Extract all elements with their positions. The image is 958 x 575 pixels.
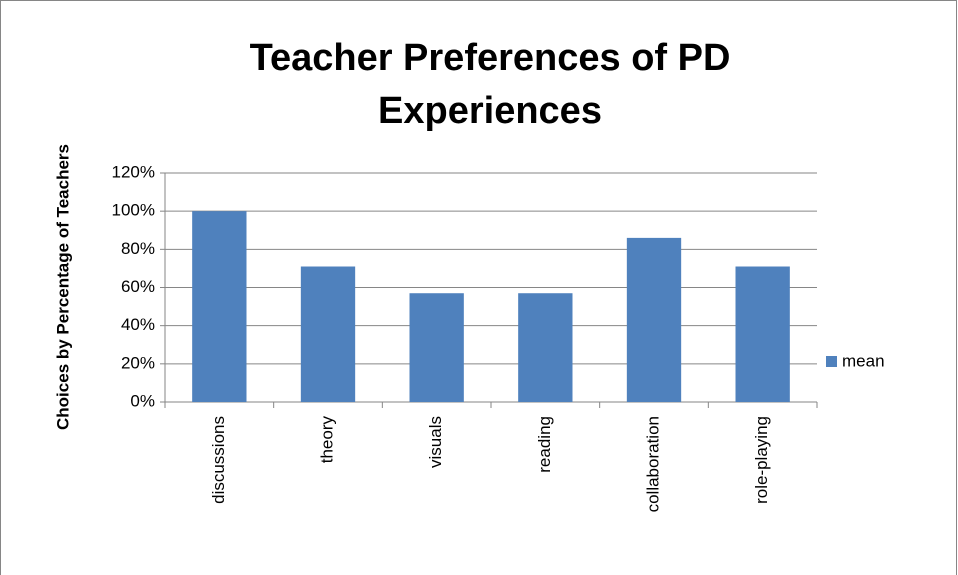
legend-swatch	[826, 356, 837, 367]
x-tick-label: collaboration	[643, 416, 662, 512]
y-tick-label: 60%	[121, 277, 155, 296]
bar	[300, 266, 356, 402]
x-tick-label: theory	[317, 416, 336, 464]
y-axis-label: Choices by Percentage of Teachers	[53, 144, 72, 430]
x-tick-label: role-playing	[752, 416, 771, 504]
bar	[409, 293, 464, 402]
legend-label: mean	[842, 351, 885, 370]
y-tick-label: 100%	[112, 201, 155, 220]
chart-title: Teacher Preferences of PD Experiences	[249, 37, 731, 132]
y-tick-label: 0%	[130, 391, 155, 410]
x-tick-label: discussions	[209, 416, 228, 504]
y-tick-label: 120%	[112, 162, 155, 181]
y-tick-label: 20%	[121, 353, 155, 372]
bar	[626, 237, 682, 402]
bar	[192, 211, 247, 402]
x-tick-label: visuals	[426, 416, 445, 468]
x-tick-label: reading	[535, 416, 554, 473]
y-tick-label: 80%	[121, 239, 155, 258]
bar	[518, 293, 573, 402]
y-tick-label: 40%	[121, 315, 155, 334]
bar	[735, 266, 790, 402]
